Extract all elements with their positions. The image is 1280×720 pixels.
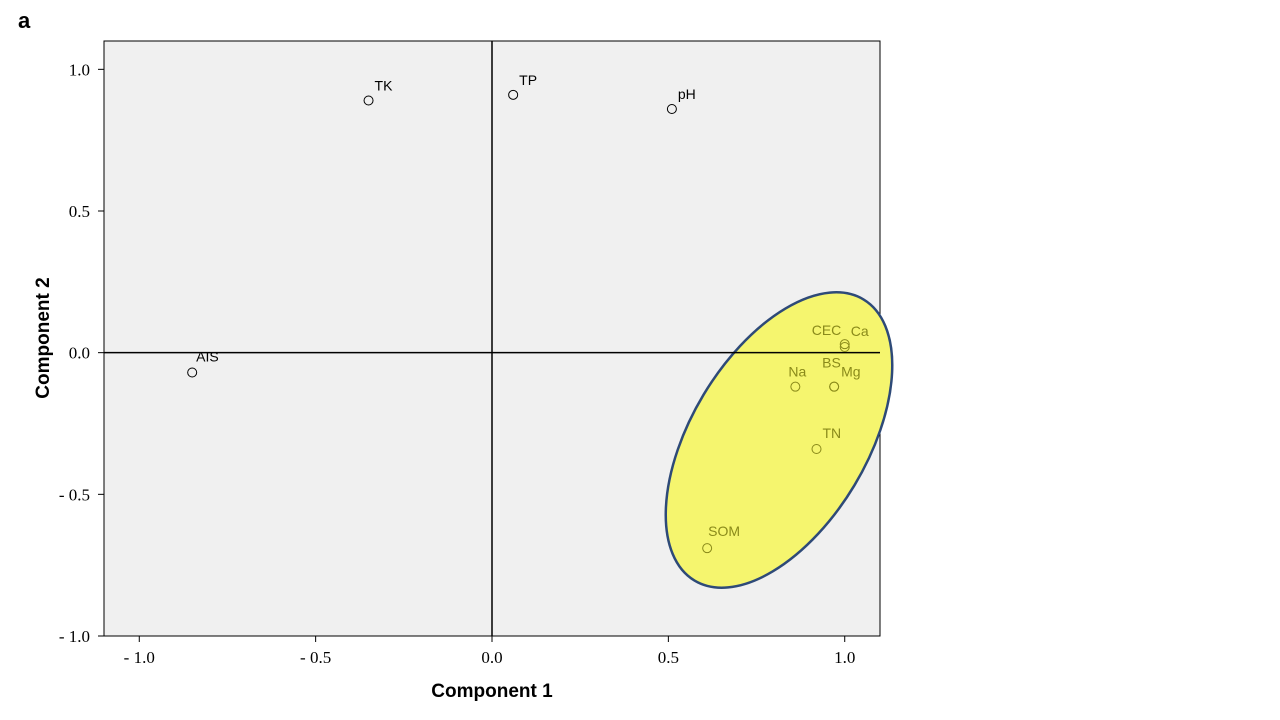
panel-label: a — [18, 8, 31, 33]
point-label: AIS — [196, 349, 219, 365]
point-label: TK — [375, 78, 394, 94]
data-point — [187, 367, 198, 378]
y-tick-label: - 1.0 — [59, 627, 90, 646]
data-point — [829, 381, 840, 392]
point-label: Na — [788, 364, 806, 380]
point-label: TP — [519, 72, 537, 88]
data-point — [839, 342, 850, 352]
x-axis-title: Component 1 — [431, 681, 553, 702]
data-point — [839, 339, 850, 350]
point-label: SOM — [708, 523, 740, 539]
data-point — [666, 104, 677, 114]
x-tick-label: 0.5 — [658, 648, 679, 667]
x-tick-label: 0.0 — [481, 648, 502, 667]
point-label: Ca — [851, 323, 869, 339]
data-point — [811, 444, 822, 454]
y-tick-label: - 0.5 — [59, 485, 90, 504]
x-tick-label: - 1.0 — [124, 648, 155, 667]
highlight-ellipse — [664, 291, 894, 589]
x-tick-label: 1.0 — [834, 648, 855, 667]
point-label: CEC — [812, 322, 842, 338]
data-point — [363, 95, 374, 106]
y-axis-title: Component 2 — [33, 277, 54, 398]
x-tick-label: - 0.5 — [300, 648, 331, 667]
y-tick-label: 0.0 — [69, 344, 90, 363]
y-tick-label: 1.0 — [69, 60, 90, 79]
data-point — [790, 381, 801, 392]
point-label: Mg — [841, 364, 860, 380]
point-label: pH — [678, 86, 696, 102]
data-point — [702, 543, 713, 554]
point-label: TN — [823, 425, 842, 441]
data-point — [508, 89, 519, 100]
y-tick-label: 0.5 — [69, 202, 90, 221]
point-label: BS — [822, 355, 841, 371]
